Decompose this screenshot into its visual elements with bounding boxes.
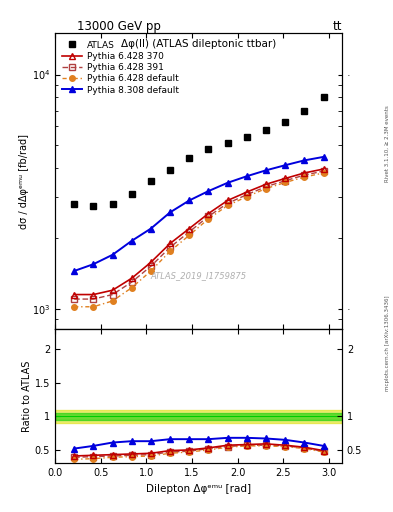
Text: Rivet 3.1.10, ≥ 2.3M events: Rivet 3.1.10, ≥ 2.3M events <box>385 105 389 182</box>
Text: Δφ(ll) (ATLAS dileptonic ttbar): Δφ(ll) (ATLAS dileptonic ttbar) <box>121 39 276 49</box>
Text: mcplots.cern.ch [arXiv:1306.3436]: mcplots.cern.ch [arXiv:1306.3436] <box>385 295 389 391</box>
Y-axis label: Ratio to ATLAS: Ratio to ATLAS <box>22 360 32 432</box>
Text: 13000 GeV pp: 13000 GeV pp <box>77 20 160 33</box>
Y-axis label: dσ / dΔφᵉᵐᵘ [fb/rad]: dσ / dΔφᵉᵐᵘ [fb/rad] <box>19 134 29 229</box>
Text: tt: tt <box>332 20 342 33</box>
Bar <box>55 413 342 420</box>
Text: ATLAS_2019_I1759875: ATLAS_2019_I1759875 <box>151 271 246 280</box>
Bar <box>55 410 342 423</box>
X-axis label: Dilepton Δφᵉᵐᵘ [rad]: Dilepton Δφᵉᵐᵘ [rad] <box>146 484 251 494</box>
Legend: ATLAS, Pythia 6.428 370, Pythia 6.428 391, Pythia 6.428 default, Pythia 8.308 de: ATLAS, Pythia 6.428 370, Pythia 6.428 39… <box>59 38 181 97</box>
